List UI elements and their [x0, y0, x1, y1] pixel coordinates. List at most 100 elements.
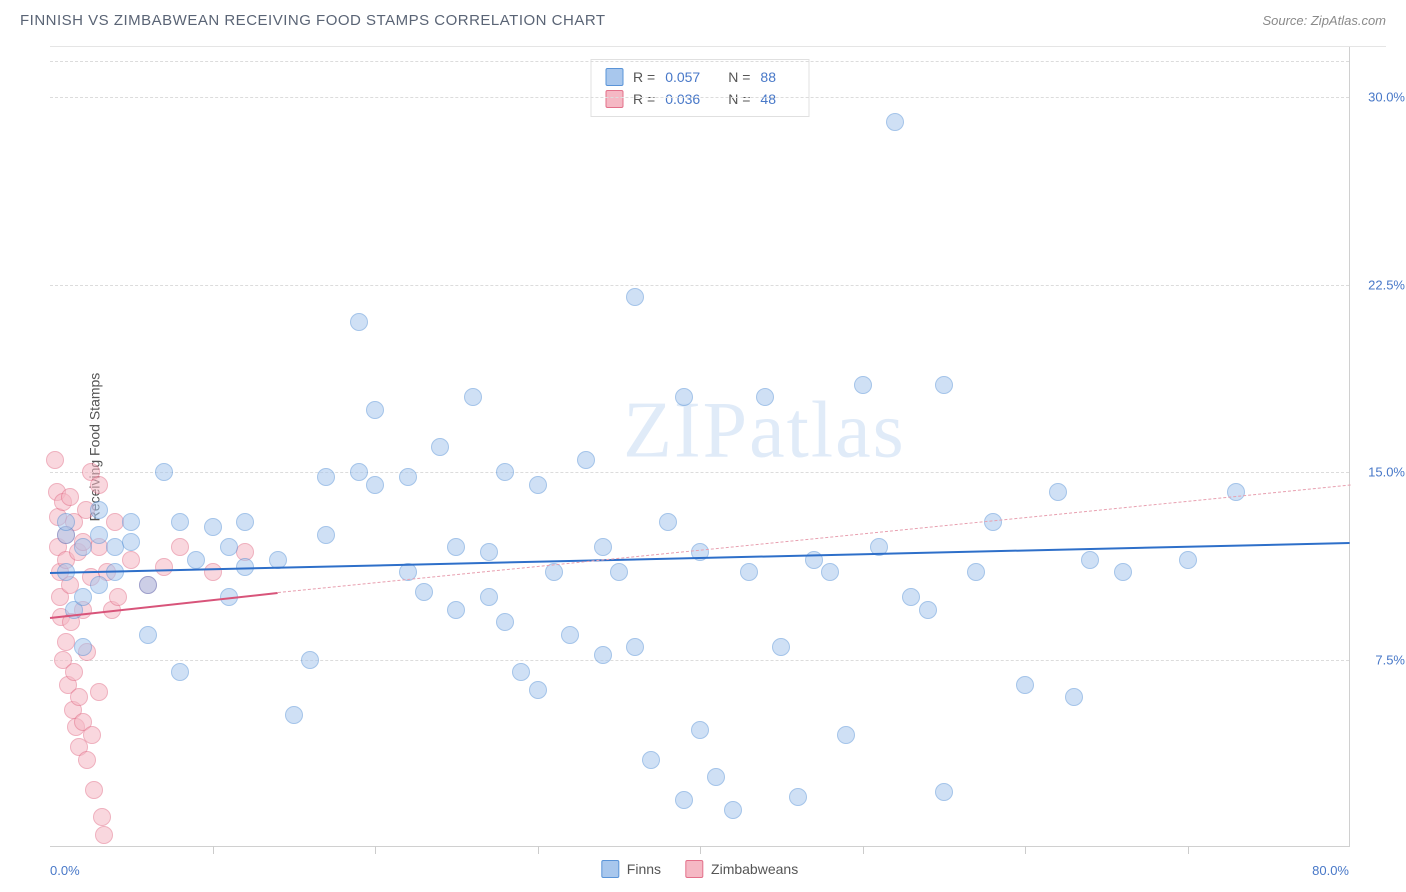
scatter-point — [122, 513, 140, 531]
scatter-point — [65, 663, 83, 681]
scatter-point — [90, 501, 108, 519]
x-tick — [538, 846, 539, 854]
scatter-point — [610, 563, 628, 581]
y-tick-label: 30.0% — [1368, 90, 1405, 105]
scatter-point — [772, 638, 790, 656]
scatter-point — [317, 526, 335, 544]
r-label: R = — [633, 91, 655, 107]
scatter-point — [512, 663, 530, 681]
scatter-point — [480, 588, 498, 606]
legend-series: Finns Zimbabweans — [601, 860, 798, 878]
scatter-point — [529, 476, 547, 494]
scatter-point — [90, 683, 108, 701]
scatter-point — [1227, 483, 1245, 501]
scatter-point — [789, 788, 807, 806]
scatter-point — [707, 768, 725, 786]
scatter-point — [83, 726, 101, 744]
scatter-point — [415, 583, 433, 601]
scatter-point — [724, 801, 742, 819]
x-tick — [1025, 846, 1026, 854]
scatter-point — [57, 633, 75, 651]
scatter-point — [756, 388, 774, 406]
scatter-point — [78, 751, 96, 769]
scatter-point — [1114, 563, 1132, 581]
n-label: N = — [728, 91, 750, 107]
scatter-point — [805, 551, 823, 569]
legend-swatch — [605, 90, 623, 108]
scatter-point — [236, 513, 254, 531]
n-value: 48 — [760, 91, 776, 107]
scatter-point — [301, 651, 319, 669]
scatter-point — [1179, 551, 1197, 569]
chart-header: FINNISH VS ZIMBABWEAN RECEIVING FOOD STA… — [0, 0, 1406, 37]
scatter-point — [561, 626, 579, 644]
scatter-point — [93, 808, 111, 826]
scatter-point — [122, 551, 140, 569]
scatter-point — [740, 563, 758, 581]
chart-title: FINNISH VS ZIMBABWEAN RECEIVING FOOD STA… — [20, 12, 606, 29]
scatter-point — [919, 601, 937, 619]
scatter-point — [675, 791, 693, 809]
n-value: 88 — [760, 69, 776, 85]
x-max-label: 80.0% — [1312, 863, 1349, 878]
scatter-point — [626, 288, 644, 306]
scatter-point — [935, 376, 953, 394]
scatter-point — [496, 613, 514, 631]
grid-line — [50, 61, 1349, 62]
scatter-point — [902, 588, 920, 606]
scatter-point — [464, 388, 482, 406]
scatter-point — [659, 513, 677, 531]
trend-line-extrapolated — [277, 485, 1350, 593]
legend-swatch — [605, 68, 623, 86]
scatter-point — [854, 376, 872, 394]
legend-item: Finns — [601, 860, 661, 878]
chart-container: Receiving Food Stamps ZIPatlas R =0.057N… — [50, 46, 1386, 846]
x-tick — [1188, 846, 1189, 854]
grid-line — [50, 660, 1349, 661]
scatter-point — [1016, 676, 1034, 694]
legend-swatch — [685, 860, 703, 878]
r-label: R = — [633, 69, 655, 85]
scatter-point — [109, 588, 127, 606]
scatter-point — [70, 688, 88, 706]
legend-label: Finns — [627, 861, 661, 877]
x-tick — [700, 846, 701, 854]
scatter-point — [90, 576, 108, 594]
y-tick-label: 7.5% — [1375, 652, 1405, 667]
scatter-point — [204, 518, 222, 536]
scatter-point — [95, 826, 113, 844]
scatter-point — [171, 538, 189, 556]
scatter-point — [85, 781, 103, 799]
scatter-point — [1081, 551, 1099, 569]
scatter-point — [366, 401, 384, 419]
y-axis-title: Receiving Food Stamps — [86, 372, 102, 521]
scatter-point — [90, 476, 108, 494]
scatter-point — [366, 476, 384, 494]
scatter-point — [46, 451, 64, 469]
scatter-point — [886, 113, 904, 131]
legend-stat-row: R = 0.036 N = 48 — [605, 88, 794, 110]
scatter-point — [122, 533, 140, 551]
scatter-point — [139, 626, 157, 644]
scatter-point — [171, 513, 189, 531]
legend-item: Zimbabweans — [685, 860, 798, 878]
n-label: N = — [728, 69, 750, 85]
plot-area: Receiving Food Stamps ZIPatlas R =0.057N… — [50, 47, 1350, 847]
scatter-point — [1065, 688, 1083, 706]
scatter-point — [594, 646, 612, 664]
scatter-point — [691, 721, 709, 739]
source-attribution: Source: ZipAtlas.com — [1262, 13, 1386, 28]
x-tick — [213, 846, 214, 854]
scatter-point — [220, 538, 238, 556]
r-value: 0.036 — [665, 91, 700, 107]
scatter-point — [935, 783, 953, 801]
scatter-point — [529, 681, 547, 699]
scatter-point — [171, 663, 189, 681]
scatter-point — [837, 726, 855, 744]
scatter-point — [1049, 483, 1067, 501]
scatter-point — [496, 463, 514, 481]
scatter-point — [675, 388, 693, 406]
scatter-point — [139, 576, 157, 594]
scatter-point — [642, 751, 660, 769]
scatter-point — [399, 468, 417, 486]
